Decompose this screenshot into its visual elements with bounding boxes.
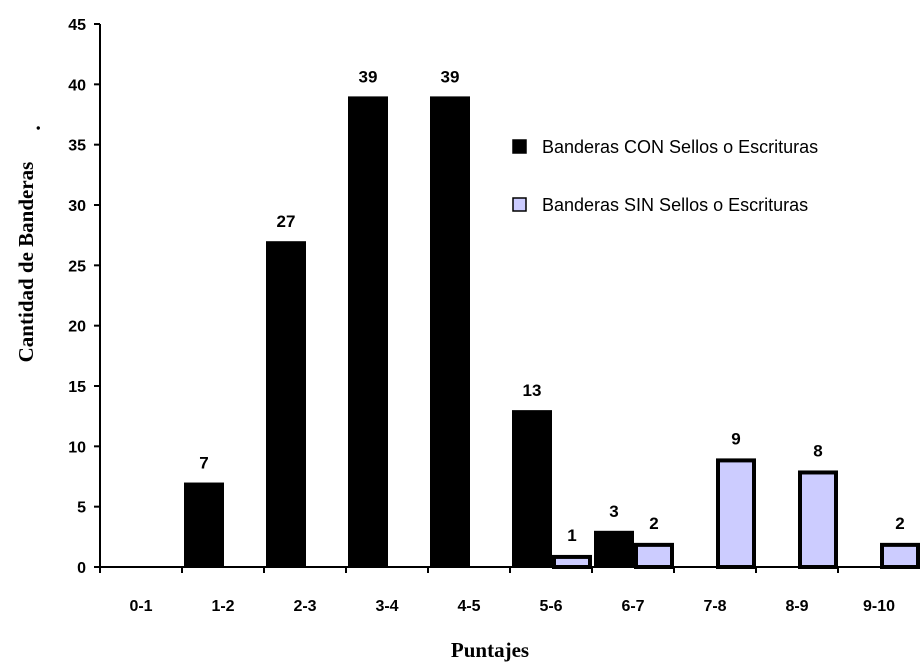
data-label-sin: 2 (895, 514, 904, 533)
bar-con (348, 96, 388, 568)
x-tick-label: 7-8 (703, 598, 726, 615)
legend-swatch-sin (512, 197, 527, 212)
data-label-con: 39 (441, 67, 460, 86)
y-tick-label: 0 (77, 560, 86, 577)
y-tick-label: 40 (68, 77, 86, 94)
legend-label-con: Banderas CON Sellos o Escrituras (542, 137, 818, 157)
bar-sin (552, 554, 592, 570)
x-tick-label: 5-6 (539, 598, 562, 615)
x-tick-label: 3-4 (375, 598, 398, 615)
x-tick-label: 1-2 (211, 598, 234, 615)
y-tick-label: 20 (68, 319, 86, 336)
data-label-con: 3 (609, 502, 618, 521)
y-axis-title: Cantidad de Banderas (14, 162, 38, 363)
data-label-sin: 9 (731, 429, 740, 448)
x-tick-label: 8-9 (785, 598, 808, 615)
bar-con (512, 410, 552, 567)
bar-con (184, 482, 224, 567)
x-axis-title: Puntajes (451, 638, 529, 662)
y-tick-label: 10 (68, 439, 86, 456)
bar-sin (634, 542, 674, 569)
x-tick-label: 4-5 (457, 598, 480, 615)
x-tick-label: 6-7 (621, 598, 644, 615)
data-label-sin: 1 (567, 526, 576, 545)
x-tick-label: 2-3 (293, 598, 316, 615)
legend-swatch-con (512, 139, 527, 154)
x-ticks: 0-1 1-2 2-3 3-4 4-5 5-6 6-7 7-8 8-9 9-10 (99, 567, 895, 615)
y-tick-label: 5 (77, 500, 86, 517)
bar-sin (880, 542, 920, 569)
data-label-con: 27 (277, 212, 296, 231)
data-label-con: 7 (199, 454, 208, 473)
x-tick-label: 0-1 (129, 598, 152, 615)
y-tick-label: 25 (68, 258, 86, 275)
y-axis-title-suffix: . (21, 125, 45, 130)
bar-con (430, 96, 470, 568)
y-tick-label: 35 (68, 138, 86, 155)
data-label-con: 39 (359, 67, 378, 86)
bar-sin (716, 458, 756, 569)
bar-sin (798, 470, 838, 570)
y-tick-label: 30 (68, 198, 86, 215)
y-tick-label: 45 (68, 17, 86, 34)
y-tick-label: 15 (68, 379, 86, 396)
data-label-sin: 2 (649, 514, 658, 533)
legend-label-sin: Banderas SIN Sellos o Escrituras (542, 195, 808, 215)
bar-con (266, 241, 306, 567)
x-tick-label: 9-10 (863, 598, 895, 615)
data-label-con: 13 (523, 381, 542, 400)
data-label-sin: 8 (813, 441, 822, 460)
bar-con (594, 530, 634, 567)
legend: Banderas CON Sellos o Escrituras Bandera… (512, 137, 818, 215)
bars-layer (184, 96, 920, 570)
y-ticks: 0 5 10 15 20 25 30 35 40 45 (68, 17, 100, 577)
